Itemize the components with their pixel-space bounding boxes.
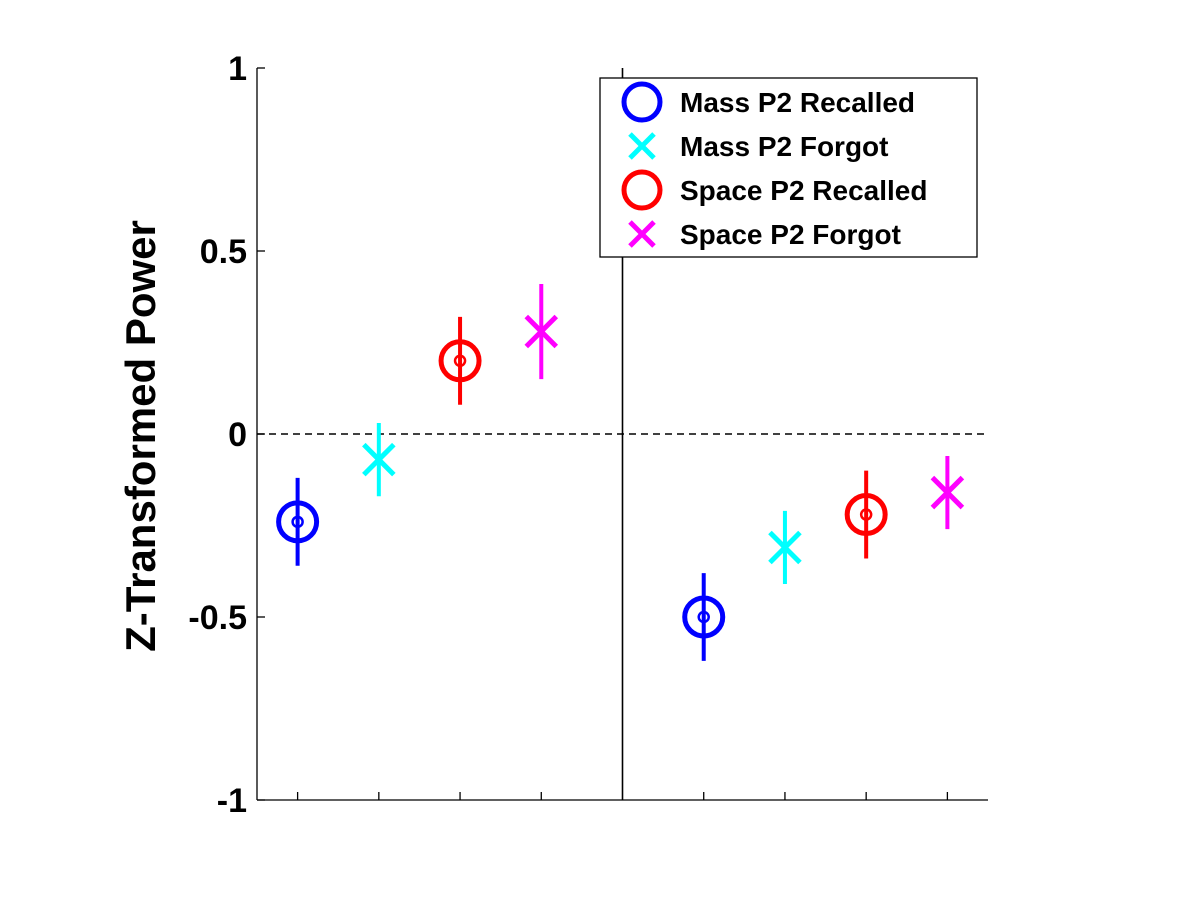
legend-entry-label: Mass P2 Recalled xyxy=(680,87,915,118)
data-point xyxy=(844,470,888,559)
y-axis-label: Z-Transformed Power xyxy=(117,220,164,652)
data-marks xyxy=(276,283,965,661)
legend-x-icon xyxy=(628,220,656,248)
circle-marker xyxy=(276,500,320,544)
data-point xyxy=(524,283,559,380)
legend-entry-label: Mass P2 Forgot xyxy=(680,131,888,162)
circle-marker xyxy=(844,493,888,537)
data-point xyxy=(682,573,726,661)
center-dot xyxy=(453,354,467,368)
x-marker-stroke xyxy=(768,530,802,565)
x-marker-stroke xyxy=(930,475,965,510)
legend-x-icon xyxy=(628,132,656,160)
data-point xyxy=(276,477,320,566)
legend-box xyxy=(599,77,978,258)
data-point xyxy=(768,510,802,585)
y-tick-label: -1 xyxy=(217,782,247,820)
legend-circle-icon xyxy=(621,169,663,211)
data-point xyxy=(930,455,965,530)
center-dot xyxy=(697,610,710,624)
data-point xyxy=(438,316,482,405)
center-dot xyxy=(291,515,304,529)
center-dot xyxy=(859,508,873,521)
legend-entry-label: Space P2 Recalled xyxy=(680,175,927,206)
y-tick-label: -0.5 xyxy=(188,599,247,637)
legend-circle-icon xyxy=(621,81,663,123)
y-tick-label: 0 xyxy=(228,416,247,454)
y-tick-label: 0.5 xyxy=(200,233,247,271)
legend: Mass P2 Recalled Mass P2 Forgot Space P2 R… xyxy=(599,77,978,258)
circle-marker xyxy=(438,339,482,383)
y-tick-label: 1 xyxy=(228,50,247,88)
x-marker-stroke xyxy=(524,314,559,349)
x-marker-stroke xyxy=(362,442,396,477)
data-point xyxy=(362,423,396,497)
circle-marker xyxy=(682,595,726,639)
legend-entry-label: Space P2 Forgot xyxy=(680,219,901,250)
